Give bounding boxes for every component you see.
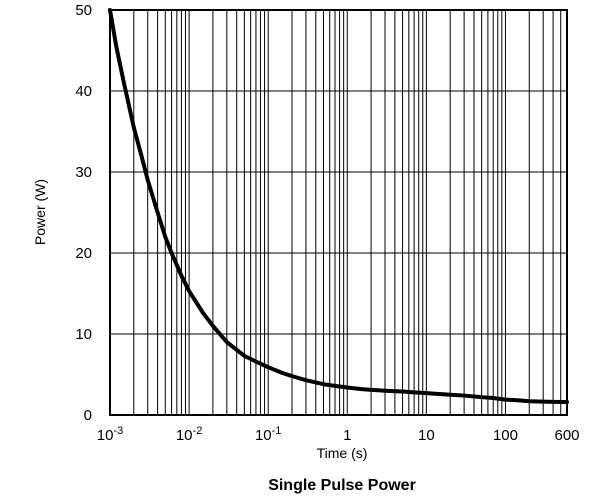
x-tick-label: 10-2 (176, 425, 202, 444)
x-tick-label: 10-3 (97, 425, 123, 444)
y-tick-label: 40 (75, 83, 92, 100)
grid-lines (109, 9, 568, 416)
y-tick-label: 0 (84, 407, 92, 424)
y-tick-label: 30 (75, 164, 92, 181)
x-tick-label: 10-1 (255, 425, 281, 444)
y-tick-labels: 0 10 20 30 40 50 (75, 2, 92, 424)
x-tick-label: 1 (343, 427, 351, 444)
y-tick-label: 10 (75, 326, 92, 343)
x-tick-label: 600 (554, 427, 579, 444)
y-axis-label: Power (W) (32, 179, 48, 245)
y-tick-label: 20 (75, 245, 92, 262)
x-tick-labels: 10-3 10-2 10-1 1 10 100 600 (97, 425, 580, 444)
chart-title: Single Pulse Power (268, 477, 416, 494)
plot-frame (109, 9, 568, 416)
y-tick-label: 50 (75, 2, 92, 19)
x-tick-label: 10 (418, 427, 435, 444)
x-axis-label: Time (s) (317, 445, 368, 461)
x-tick-label: 100 (493, 427, 518, 444)
power-curve (108, 8, 569, 405)
